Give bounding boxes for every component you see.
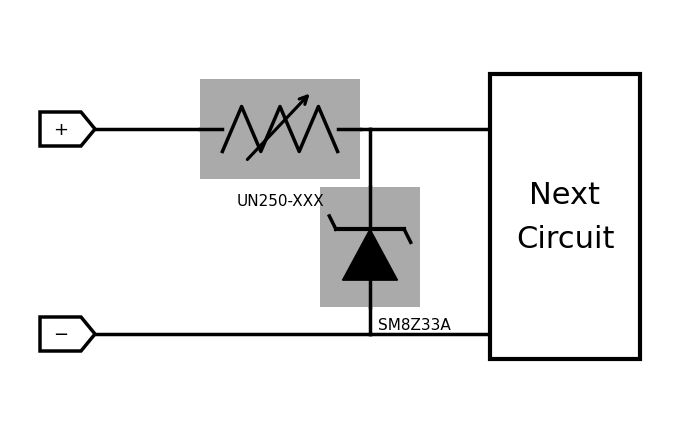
- Text: UN250-XXX: UN250-XXX: [236, 194, 324, 209]
- Bar: [200, 80, 360, 180]
- Text: SM8Z33A: SM8Z33A: [378, 317, 451, 332]
- Bar: [320, 187, 420, 307]
- Text: −: −: [53, 325, 68, 343]
- Polygon shape: [343, 230, 398, 280]
- Text: Circuit: Circuit: [516, 224, 614, 253]
- Bar: [490, 75, 640, 359]
- Text: +: +: [53, 121, 68, 139]
- Text: Next: Next: [530, 181, 601, 209]
